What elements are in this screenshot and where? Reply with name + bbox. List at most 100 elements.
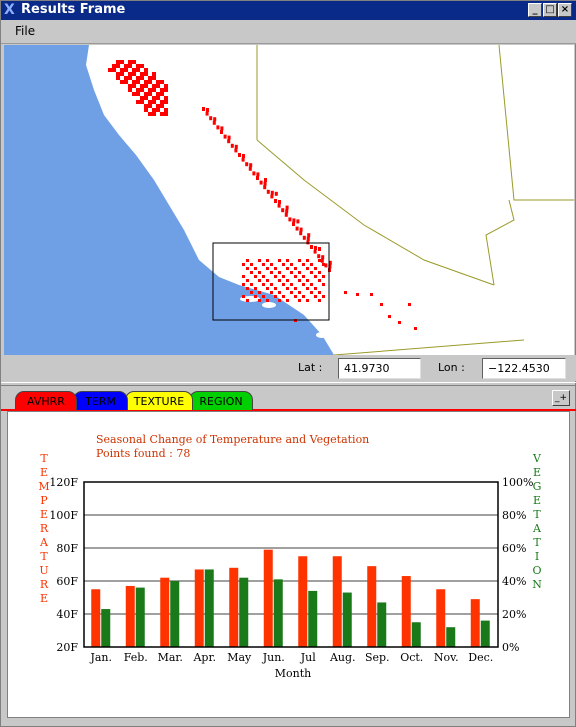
map-point [152,76,156,80]
left-tick-label: 40F [56,608,78,621]
map-point [124,68,128,72]
lat-field[interactable]: 41.9730 [338,358,421,379]
left-tick-label: 60F [56,575,78,588]
map-point [128,60,132,64]
chart-grid [84,514,498,615]
map-point [282,275,285,278]
map-point [288,217,292,222]
map-point [290,283,293,286]
map-point [160,100,164,104]
vegetation-label-letter: N [532,578,542,591]
california-map[interactable] [4,45,574,355]
map-point [132,84,136,88]
map-point [294,267,297,270]
map-point [120,80,124,84]
map-point [245,162,249,167]
map-point [278,299,281,302]
lon-field[interactable]: −122.4530 [482,358,566,379]
map-point [213,117,217,122]
map-point [144,108,148,112]
map-point [294,287,297,290]
selection-rectangle[interactable] [212,242,330,321]
vegetation-label-letter: E [533,466,541,479]
vegetation-bar [342,592,352,647]
x-window-icon[interactable]: X [4,2,15,18]
map-point [286,287,289,290]
map-view[interactable] [4,45,574,355]
map-point [160,88,164,92]
maximize-button[interactable]: □ [543,3,557,17]
map-point [282,283,285,286]
map-point [258,259,261,262]
map-point [152,88,156,92]
menu-bar: File [1,20,576,44]
map-point [263,185,267,190]
tab-region[interactable]: REGION [189,391,253,410]
map-point [306,267,309,270]
map-point [263,181,267,186]
map-point [242,275,245,278]
map-point [274,191,278,196]
temperature-label-letter: T [40,550,48,563]
map-point [298,279,301,282]
right-tick-label: 60% [502,542,526,555]
title-bar[interactable]: X Results Frame _ □ × [1,1,576,20]
map-point [148,100,152,104]
menu-file[interactable]: File [15,24,36,38]
map-point [144,68,148,72]
tab-avhrr[interactable]: AVHRR [15,391,77,410]
map-point [302,283,305,286]
map-point [144,80,148,84]
map-point [277,203,281,208]
vegetation-bar [239,577,249,647]
minimize-button[interactable]: _ [528,3,542,17]
month-label: Jul [300,651,316,664]
map-point [160,112,164,116]
map-point [320,258,324,263]
map-point [160,104,164,108]
map-point [227,139,231,144]
tab-texture[interactable]: TEXTURE [125,391,193,410]
map-point [298,299,301,302]
map-point [314,275,317,278]
map-point [216,125,220,130]
tab-underline [1,409,576,411]
map-point [278,200,281,204]
map-point [248,166,252,171]
map-point [156,96,160,100]
map-point [314,287,317,290]
map-point [152,100,156,104]
map-point [290,263,293,266]
map-point [302,295,305,298]
tab-term[interactable]: TERM [73,391,128,410]
map-point [132,68,136,72]
map-point [140,76,144,80]
map-point [294,295,297,298]
map-point [306,299,309,302]
left-tick-label: 80F [56,542,78,555]
close-button[interactable]: × [558,3,572,17]
resize-corner-button[interactable]: _+ [552,390,570,406]
pane-divider[interactable] [1,382,576,386]
map-point [310,245,313,249]
map-point [274,275,277,278]
map-point [230,143,234,148]
map-point [286,267,289,270]
map-point [136,88,140,92]
map-point [270,190,274,195]
map-point [206,108,209,112]
map-point [322,295,325,298]
map-point [266,267,269,270]
map-point [148,88,152,92]
vegetation-label-letter: E [533,494,541,507]
map-point [278,291,281,294]
map-point [292,218,296,223]
map-point [132,92,136,96]
right-tick-label: 20% [502,608,526,621]
map-point [242,263,245,266]
state-border-nevada-arizona [498,45,574,201]
map-point [250,291,253,294]
map-point [356,293,359,296]
map-point [164,100,168,104]
